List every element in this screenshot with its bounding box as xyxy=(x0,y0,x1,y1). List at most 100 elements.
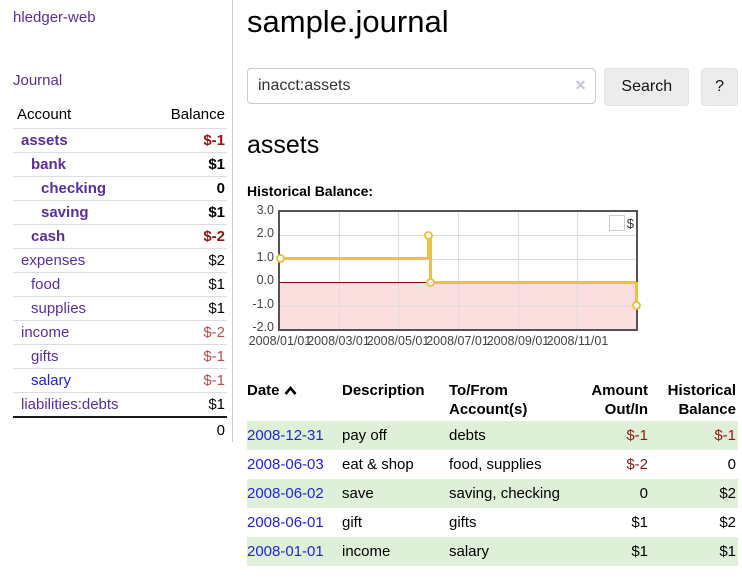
account-row: checking 0 xyxy=(13,176,227,201)
register-accounts: debts xyxy=(449,421,564,450)
account-balance: $1 xyxy=(208,300,225,317)
account-row: saving $1 xyxy=(13,200,227,225)
register-amount: 0 xyxy=(564,479,650,508)
sidebar-account-link[interactable]: assets xyxy=(21,132,68,149)
page-title: sample.journal xyxy=(247,4,449,39)
register-date-link[interactable]: 2008-12-31 xyxy=(247,427,324,444)
account-name-cell: saving xyxy=(13,201,153,225)
account-row: expenses $2 xyxy=(13,248,227,273)
sidebar-account-link[interactable]: supplies xyxy=(31,300,87,317)
register-account-name: debts xyxy=(449,427,486,444)
register-balance: 0 xyxy=(727,456,736,473)
data-point-marker xyxy=(631,301,641,311)
register-date-link[interactable]: 2008-06-02 xyxy=(247,485,324,502)
chart-legend: $ xyxy=(608,215,634,231)
accounts-table: Account Balance assets $-1 bank $1 checking 0… xyxy=(13,102,227,443)
search-input[interactable] xyxy=(247,68,597,104)
account-row: supplies $1 xyxy=(13,296,227,321)
register-header-amount: Amount Out/In xyxy=(591,382,648,418)
account-name-cell: cash xyxy=(13,225,153,249)
account-name-cell: assets xyxy=(13,129,153,153)
register-account-name: salary xyxy=(449,543,490,560)
grid-line xyxy=(338,212,340,329)
account-name-cell: gifts xyxy=(13,345,153,369)
account-balance: $-2 xyxy=(203,324,225,341)
register-amount: $-2 xyxy=(626,456,648,473)
accounts-header-account: Account xyxy=(17,106,72,123)
account-row: food $1 xyxy=(13,272,227,297)
account-balance: $1 xyxy=(208,396,225,413)
x-tick-label: 2008/05/01 xyxy=(366,334,430,348)
search-button[interactable]: Search xyxy=(604,68,690,106)
account-balance: $-1 xyxy=(203,132,225,149)
register-date-cell: 2008-06-03 xyxy=(247,450,342,479)
account-name-cell: income xyxy=(13,321,153,345)
sidebar-account-link[interactable]: income xyxy=(21,324,70,341)
account-name-cell: bank xyxy=(13,153,153,177)
account-name-cell: food xyxy=(13,273,153,297)
sidebar-account-link[interactable]: bank xyxy=(31,156,67,173)
register-date-link[interactable]: 2008-06-01 xyxy=(247,514,324,531)
account-row: bank $1 xyxy=(13,152,227,177)
data-point-marker xyxy=(275,254,285,264)
account-row: assets $-1 xyxy=(13,128,227,153)
account-balance: $-1 xyxy=(203,372,225,389)
register-header-balance: Historical Balance xyxy=(667,382,736,418)
register-date-cell: 2008-01-01 xyxy=(247,537,342,566)
register-header-row: Date Description To/From Account(s) Amou… xyxy=(247,379,738,421)
grid-line xyxy=(517,212,519,329)
register-account-name: saving, xyxy=(449,485,497,502)
sort-ascending-icon xyxy=(284,385,297,395)
account-name-cell: salary xyxy=(13,369,153,393)
main-content: sample.journal ✕ Search ? assets Histori… xyxy=(247,0,738,566)
y-tick-label: -2.0 xyxy=(252,320,274,334)
register-balance: $2 xyxy=(650,479,738,508)
data-point-marker xyxy=(423,230,433,240)
help-button[interactable]: ? xyxy=(701,68,738,106)
accounts-header-balance: Balance xyxy=(170,106,225,123)
register-description: gift xyxy=(342,514,363,531)
register-accounts: salary xyxy=(449,537,564,566)
series-segment xyxy=(428,235,432,283)
grid-line xyxy=(577,212,579,329)
y-tick-label: 3.0 xyxy=(256,203,274,217)
register-date-link[interactable]: 2008-01-01 xyxy=(247,543,324,560)
register-header-description: Description xyxy=(342,382,425,399)
account-balance: $1 xyxy=(208,204,225,221)
accounts-total-spacer xyxy=(13,416,154,443)
app-title-link[interactable]: hledger-web xyxy=(13,9,96,26)
account-balance: $1 xyxy=(208,156,225,173)
register-account-name: checking xyxy=(500,485,560,502)
register-row: 2008-06-02 save saving, checking 0 $2 xyxy=(247,479,738,508)
sidebar-account-link[interactable]: cash xyxy=(31,228,66,245)
legend-label: $ xyxy=(626,215,634,231)
register-date-link[interactable]: 2008-06-03 xyxy=(247,456,324,473)
search-form: ✕ Search ? xyxy=(247,68,738,106)
register-table: Date Description To/From Account(s) Amou… xyxy=(247,379,738,566)
register-row: 2008-06-01 gift gifts $1 $2 xyxy=(247,508,738,537)
register-amount: $1 xyxy=(564,537,650,566)
sidebar-account-link[interactable]: food xyxy=(31,276,61,293)
sidebar-account-link[interactable]: expenses xyxy=(21,252,86,269)
x-tick-label: 2008/09/01 xyxy=(486,334,550,348)
register-account-name: gifts xyxy=(449,514,477,531)
register-row: 2008-12-31 pay off debts $-1 $-1 xyxy=(247,421,738,450)
clear-search-icon[interactable]: ✕ xyxy=(574,77,587,93)
register-description: eat & shop xyxy=(342,456,414,473)
register-balance: $-1 xyxy=(650,421,738,450)
register-amount: $-1 xyxy=(564,421,650,450)
historical-balance-label: Historical Balance: xyxy=(247,183,374,199)
register-date-cell: 2008-06-01 xyxy=(247,508,342,537)
register-balance: $1 xyxy=(650,537,738,566)
chart-plot-area: $ xyxy=(275,210,641,331)
x-tick-label: 2008/11/01 xyxy=(546,334,609,348)
register-description: save xyxy=(342,479,449,508)
sidebar-account-link[interactable]: salary xyxy=(31,372,72,389)
sidebar-account-link[interactable]: liabilities:debts xyxy=(21,396,119,413)
sidebar-account-link[interactable]: saving xyxy=(41,204,89,221)
sidebar-item-journal[interactable]: Journal xyxy=(13,72,63,89)
account-row: income $-2 xyxy=(13,320,227,345)
y-tick-label: -1.0 xyxy=(252,296,274,311)
sidebar-account-link[interactable]: gifts xyxy=(31,348,59,365)
sidebar-account-link[interactable]: checking xyxy=(41,180,107,197)
